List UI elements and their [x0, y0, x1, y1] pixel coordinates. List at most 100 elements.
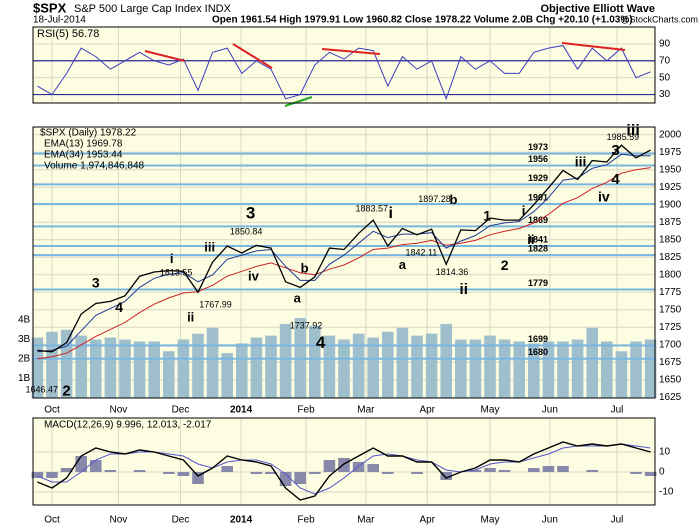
histogram-bar: [279, 472, 292, 486]
volume-bar: [425, 333, 438, 398]
volume-bar: [75, 335, 87, 398]
y-tick-label: 1625: [659, 392, 682, 403]
histogram-bar: [60, 468, 73, 472]
volume-bar: [528, 343, 540, 398]
wave-label: 3: [246, 203, 255, 222]
volume-bar: [615, 351, 628, 398]
histogram-bar: [46, 472, 58, 478]
volume-bar: [192, 333, 204, 398]
wave-label: ii: [187, 310, 194, 325]
volume-bar: [250, 337, 263, 398]
histogram-bar: [586, 470, 599, 472]
level-label: 1828: [528, 244, 548, 254]
x-tick-label: Nov: [110, 405, 128, 416]
price-legend: $SPX (Daily) 1978.22: [40, 128, 137, 139]
wave-label: i: [388, 205, 392, 222]
histogram-bar: [89, 460, 102, 472]
volume-bar: [396, 327, 409, 398]
volume-bar: [644, 339, 657, 398]
x-tick-label: Mar: [357, 405, 375, 416]
price-label: 1767.99: [199, 300, 232, 310]
divergence-line: [284, 96, 313, 107]
histogram-bar: [133, 470, 146, 472]
wave-label: b: [450, 192, 458, 207]
credit: @StockCharts.com: [620, 14, 698, 24]
y-tick-label: 1800: [659, 269, 682, 280]
volume-bar: [279, 323, 292, 398]
x-tick-label: Oct: [44, 515, 60, 526]
histogram-bar: [367, 464, 379, 472]
volume-bar: [601, 341, 613, 398]
x-tick-label: Apr: [419, 405, 435, 416]
wave-label: a: [399, 257, 407, 272]
x-tick-label: May: [481, 405, 500, 416]
signal-line: [37, 443, 651, 495]
histogram-bar: [250, 472, 263, 474]
histogram-bar: [177, 472, 190, 476]
y-tick-label: 1825: [659, 252, 682, 263]
histogram-bar: [75, 456, 87, 472]
y-tick-label: 1650: [659, 374, 682, 385]
wave-label: iv: [598, 188, 610, 204]
histogram-bar: [338, 458, 350, 472]
histogram-bar: [104, 470, 117, 472]
y-tick-label: 2000: [659, 129, 682, 140]
y-tick-label: 1700: [659, 339, 682, 350]
price-label: 1737.92: [290, 321, 323, 331]
divergence-line: [321, 48, 381, 55]
symbol: $SPX: [33, 0, 67, 15]
volume-bar: [557, 341, 569, 398]
volume-bar: [630, 341, 642, 398]
y-tick-label: 1675: [659, 357, 682, 368]
histogram-bar: [192, 472, 204, 484]
histogram-bar: [542, 466, 555, 472]
ema34-legend: EMA(34) 1953.44: [44, 150, 123, 161]
x-tick-label: Jun: [542, 405, 558, 416]
y-tick-label: 1750: [659, 304, 682, 315]
x-tick-label: Dec: [172, 515, 190, 526]
x-tick-label: Oct: [44, 405, 60, 416]
volume-bar: [46, 331, 58, 398]
volume-bar: [163, 351, 175, 398]
price-label: 1814.36: [436, 267, 469, 277]
histogram-bar: [382, 472, 394, 474]
volume-bar: [338, 339, 350, 398]
wave-label: i: [522, 203, 526, 218]
y-tick-label: 90: [659, 39, 671, 50]
wave-label: iv: [248, 268, 260, 283]
panel-border: [32, 26, 656, 104]
histogram-bar: [265, 472, 277, 474]
x-tick-label: Nov: [110, 515, 128, 526]
histogram-bar: [644, 472, 657, 476]
x-tick-label: Feb: [297, 405, 315, 416]
volume-bar: [440, 323, 452, 398]
y-tick-label: 1775: [659, 287, 682, 298]
volume-bar: [323, 335, 336, 398]
level-label: 1699: [528, 334, 548, 344]
y-tick-label: 1950: [659, 164, 682, 175]
volume-bar: [221, 353, 233, 398]
x-tick-label: May: [481, 515, 500, 526]
volume-bar: [469, 339, 482, 398]
volume-legend: Volume 1,974,846,848: [44, 161, 145, 172]
x-tick-label: 2014: [230, 515, 253, 526]
wave-label: 2: [62, 383, 70, 400]
wave-label: b: [301, 261, 309, 276]
histogram-bar: [309, 472, 321, 474]
divergence-line: [561, 42, 626, 51]
price-label: 1646.47: [25, 385, 58, 395]
volume-bar: [542, 341, 555, 398]
histogram-bar: [31, 472, 44, 478]
wave-label: 4: [611, 171, 620, 188]
y-tick-label: 1975: [659, 147, 682, 158]
histogram-bar: [411, 472, 423, 474]
divergence-line: [144, 50, 186, 62]
level-label: 1929: [528, 173, 548, 183]
x-tick-label: Dec: [172, 405, 190, 416]
volume-bar: [571, 339, 584, 398]
y-tick-label: 30: [659, 89, 671, 100]
panel-border: [32, 126, 656, 399]
volume-bar: [148, 341, 160, 398]
volume-bar: [411, 335, 423, 398]
